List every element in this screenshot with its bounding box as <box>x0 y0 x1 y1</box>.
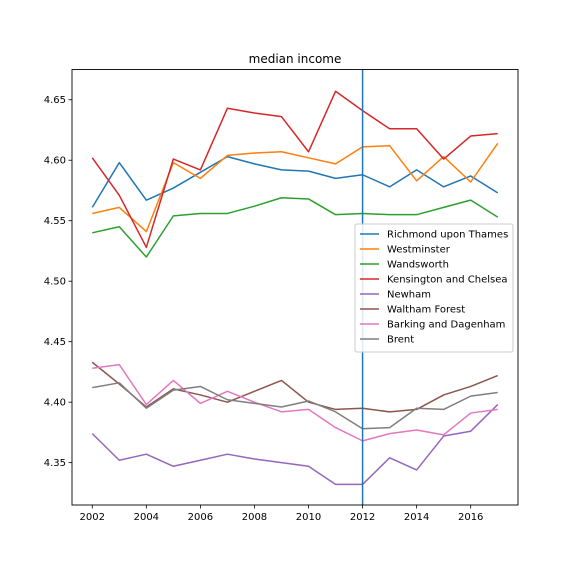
legend-label-0: Richmond upon Thames <box>387 230 508 241</box>
series-line-3 <box>91 90 498 249</box>
plot-frame <box>71 69 519 506</box>
series-line-7 <box>92 382 498 430</box>
legend: Richmond upon Thames Westminster Wandswort… <box>354 223 514 353</box>
x-tick-label: 2006 <box>188 512 213 523</box>
series-line-4 <box>91 404 499 486</box>
x-tick-label: 2016 <box>458 512 483 523</box>
y-tick-label: 4.65 <box>44 95 66 106</box>
x-tick-label: 2004 <box>134 512 159 523</box>
y-tick-label: 4.45 <box>44 337 66 348</box>
series-line-5 <box>91 361 499 413</box>
series-line-2 <box>92 196 499 258</box>
legend-label-5: Waltham Forest <box>387 305 465 316</box>
y-tick-label: 4.40 <box>44 398 66 409</box>
legend-label-7: Brent <box>387 335 414 346</box>
axes: 2002 2004 2006 2008 2010 2012 2014 2016 4.35 4.40… <box>44 95 484 523</box>
legend-box <box>354 223 514 353</box>
legend-label-6: Barking and Dagenham <box>387 320 505 331</box>
chart-title: median income <box>249 52 342 66</box>
legend-label-2: Wandsworth <box>387 260 449 271</box>
y-tick-label: 4.55 <box>44 216 66 227</box>
x-tick-label: 2008 <box>242 512 267 523</box>
series-line-6 <box>92 363 498 442</box>
x-tick-label: 2010 <box>296 512 321 523</box>
series-line-1 <box>92 142 499 233</box>
x-tick-label: 2002 <box>80 512 105 523</box>
legend-label-1: Westminster <box>387 245 451 256</box>
x-tick-label: 2014 <box>404 512 429 523</box>
plot-area <box>91 69 499 505</box>
x-tick-label: 2012 <box>350 512 375 523</box>
y-tick-label: 4.50 <box>44 277 66 288</box>
series-line-0 <box>91 155 499 208</box>
y-tick-label: 4.35 <box>44 458 66 469</box>
legend-label-3: Kensington and Chelsea <box>387 275 508 286</box>
y-tick-label: 4.60 <box>44 156 66 167</box>
legend-label-4: Newham <box>387 290 431 301</box>
